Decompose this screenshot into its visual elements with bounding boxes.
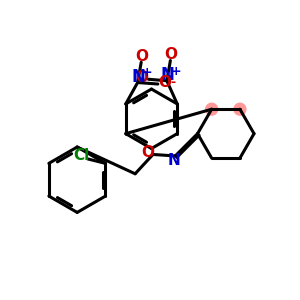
- Text: O: O: [135, 70, 148, 85]
- Text: +: +: [171, 65, 181, 78]
- Text: N: N: [161, 66, 175, 84]
- Circle shape: [206, 103, 218, 115]
- Text: N: N: [167, 153, 180, 168]
- Text: O: O: [158, 75, 171, 90]
- Text: O: O: [164, 47, 178, 62]
- Text: Cl: Cl: [74, 148, 90, 163]
- Text: O: O: [141, 145, 154, 160]
- Text: O: O: [135, 49, 148, 64]
- Circle shape: [234, 103, 246, 115]
- Text: +: +: [141, 66, 152, 79]
- Text: N: N: [132, 68, 145, 86]
- Text: -: -: [170, 76, 175, 89]
